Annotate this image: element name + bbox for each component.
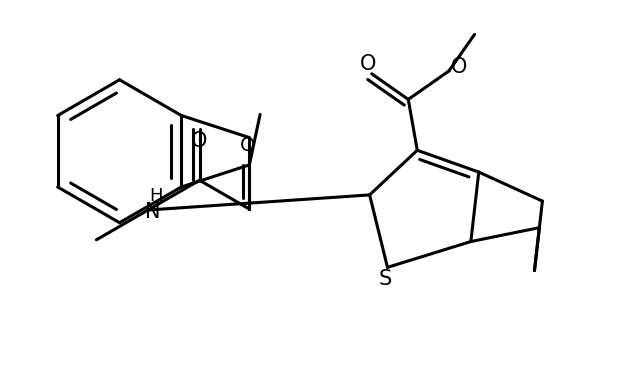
Text: H: H [149,187,163,205]
Text: O: O [191,131,208,150]
Text: O: O [451,57,467,77]
Text: N: N [145,202,161,222]
Text: S: S [379,269,392,289]
Text: O: O [360,54,376,74]
Text: O: O [240,136,255,155]
